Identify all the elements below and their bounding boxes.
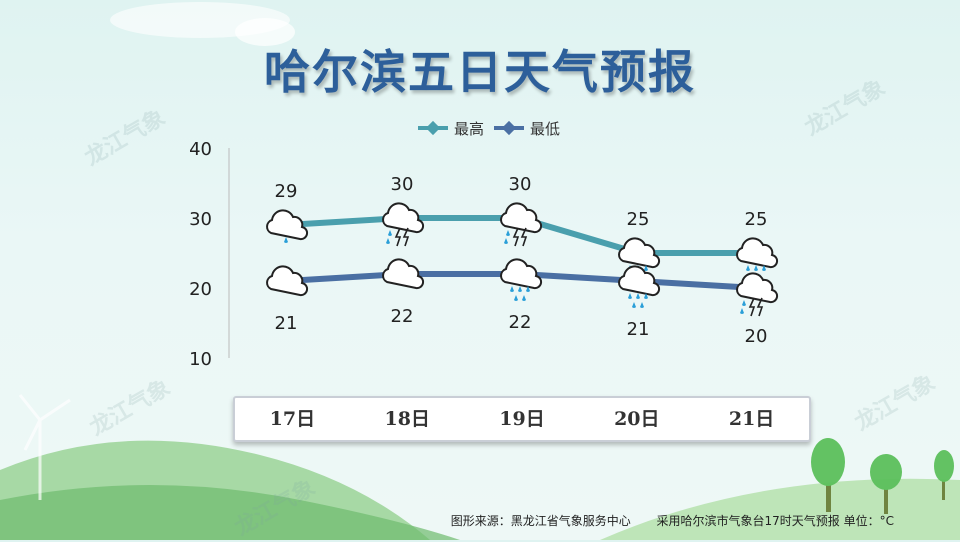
- rain-icon: [500, 258, 543, 301]
- date-bar: 17日 18日 19日 20日 21日: [233, 396, 811, 442]
- date-label: 17日: [269, 408, 316, 430]
- y-tick-label: 10: [189, 349, 212, 370]
- y-tick-label: 20: [189, 279, 212, 300]
- thunderstorm-icon: [382, 202, 425, 247]
- legend-item: 最低: [494, 120, 560, 138]
- date-label: 18日: [384, 408, 430, 430]
- tree-icon: [811, 438, 954, 514]
- data-label: 25: [745, 209, 768, 230]
- series-layer: 29 30 30 25 25 21 22 22 21 20: [266, 174, 779, 347]
- wind-turbine-icon: [18, 394, 71, 500]
- data-label: 21: [627, 319, 650, 340]
- footer-source: 图形来源：黑龙江省气象服务中心: [450, 514, 631, 528]
- rain-icon: [618, 265, 661, 308]
- data-label: 22: [391, 306, 414, 327]
- series-low: 21 22 22 21 20: [266, 258, 779, 347]
- data-label: 30: [391, 174, 414, 195]
- cloudy-icon: [382, 258, 425, 290]
- footer-note: 采用哈尔滨市气象台17时天气预报 单位：°C: [656, 514, 894, 528]
- data-label: 20: [745, 326, 768, 347]
- y-tick-label: 30: [189, 209, 212, 230]
- date-label: 20日: [614, 408, 660, 430]
- data-label: 30: [509, 174, 532, 195]
- thunderstorm-icon: [500, 202, 543, 247]
- y-axis-ticks: 10 20 30 40: [189, 139, 212, 370]
- data-label: 21: [275, 313, 298, 334]
- date-label: 21日: [728, 408, 775, 430]
- y-tick-label: 40: [189, 139, 212, 160]
- chart-legend: 最高 最低: [418, 120, 560, 138]
- thunderstorm-icon: [736, 272, 779, 317]
- legend-label: 最高: [454, 120, 484, 138]
- data-label: 22: [509, 312, 532, 333]
- footer: 图形来源：黑龙江省气象服务中心 采用哈尔滨市气象台17时天气预报 单位：°C: [0, 512, 894, 529]
- data-label: 25: [627, 209, 650, 230]
- legend-label: 最低: [530, 120, 560, 138]
- legend-item: 最高: [418, 120, 484, 138]
- light-rain-icon: [266, 209, 309, 244]
- data-label: 29: [275, 181, 298, 202]
- rain-icon: [736, 237, 779, 280]
- series-high: 29 30 30 25 25: [266, 174, 779, 280]
- page-title: 哈尔滨五日天气预报: [264, 45, 696, 99]
- date-label: 19日: [499, 408, 545, 430]
- cloudy-icon: [266, 265, 309, 297]
